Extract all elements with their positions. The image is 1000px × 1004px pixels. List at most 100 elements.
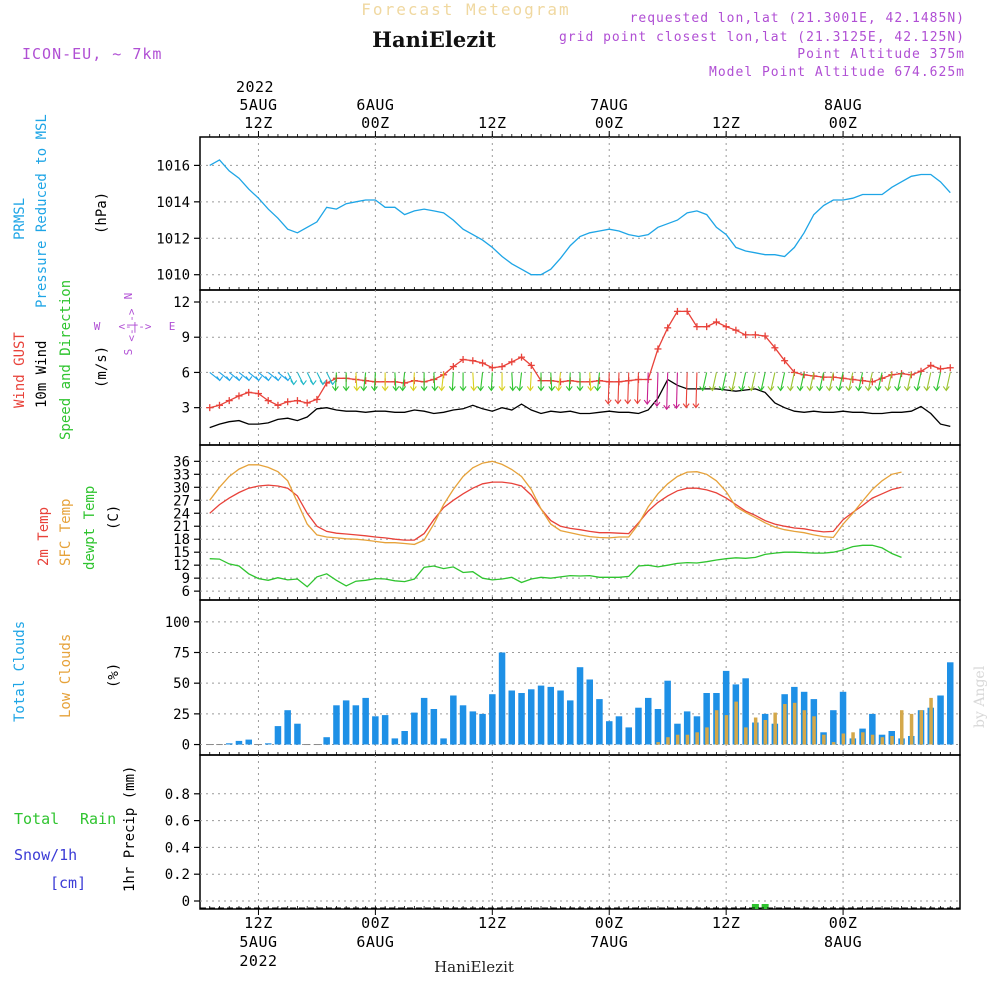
gust-marker	[595, 377, 603, 385]
compass-s: S	[122, 349, 135, 356]
total-cloud-bar	[830, 710, 837, 745]
total-cloud-bar	[245, 739, 252, 745]
total-cloud-bar	[703, 693, 710, 745]
y-tick-label: 100	[165, 615, 190, 631]
wind-direction-arrowhead	[708, 386, 716, 392]
gust-marker	[927, 361, 935, 369]
wind-direction-arrow	[926, 372, 932, 391]
wind-direction-arrowhead	[226, 376, 233, 382]
wind-direction-arrowhead	[682, 403, 690, 409]
wind-direction-arrowhead	[255, 376, 263, 382]
total-cloud-bar	[664, 680, 671, 745]
bottom-date-label: 6AUG	[356, 933, 394, 951]
panel-1: 3 6 9 12	[173, 289, 961, 446]
total-cloud-bar	[401, 731, 408, 745]
wind-direction-arrow	[412, 372, 415, 391]
low-cloud-bar	[890, 736, 894, 745]
location-title: HaniElezit	[372, 27, 496, 52]
gust-marker	[849, 375, 857, 383]
low-cloud-bar	[773, 712, 777, 745]
wind-direction-arrow	[480, 372, 484, 391]
model-altitude: Model Point Altitude 674.625m	[709, 65, 965, 80]
wind-direction-arrowhead	[498, 386, 506, 392]
low-cloud-bar	[802, 710, 807, 745]
y-tick-label: 21	[173, 519, 190, 535]
gust-marker	[488, 364, 496, 372]
bottom-hour-label: 12Z	[478, 914, 507, 932]
wind-direction-arrowhead	[825, 386, 833, 392]
wind-direction-arrow	[741, 372, 747, 391]
total-cloud-bar	[294, 723, 301, 745]
wind-direction-arrowhead	[864, 386, 872, 392]
total-cloud-bar	[937, 695, 944, 745]
wind-gust-label: Wind GUST	[12, 332, 28, 408]
wind-direction-arrow	[887, 372, 893, 391]
low-cloud-bar	[783, 704, 787, 745]
wind-direction-arrowhead	[634, 399, 641, 405]
wind-direction-arrowhead	[624, 399, 632, 405]
low-cloud-bar	[714, 710, 719, 745]
y-tick-label: 27	[173, 493, 190, 509]
wind-direction-arrow	[711, 372, 717, 391]
wind-direction-arrow	[828, 372, 834, 391]
gust-marker	[449, 363, 457, 371]
total-cloud-bar	[537, 685, 545, 745]
total-clouds-label: Total Clouds	[12, 621, 28, 722]
wind-direction-arrowhead	[699, 386, 707, 392]
low-cloud-bar	[734, 701, 738, 745]
y-tick-label: 25	[173, 707, 190, 723]
y-tick-label: 36	[173, 454, 190, 470]
gust-marker	[362, 377, 370, 385]
total-cloud-bar	[226, 743, 233, 745]
bottom-year-label: 2022	[239, 952, 277, 970]
y-tick-label: 1010	[156, 268, 190, 284]
wind-direction-arrowhead	[360, 386, 368, 392]
wind-direction-arrow	[472, 372, 475, 391]
wind-direction-arrow	[799, 372, 805, 391]
gust-marker	[878, 374, 886, 382]
wind-direction-arrowhead	[576, 386, 584, 392]
low-cloud-bar	[656, 742, 660, 745]
compass-arrows-v: <-|->	[125, 308, 138, 341]
total-cloud-bar	[518, 693, 525, 745]
watermark: by Angel	[972, 665, 988, 728]
wind-direction-arrow	[550, 372, 553, 391]
panel-3: 0 25 50 75 100	[165, 599, 961, 756]
low-cloud-bar	[929, 697, 933, 745]
total-cloud-bar	[547, 686, 554, 745]
wind-direction-arrowhead	[265, 376, 272, 382]
wind-direction-arrow	[441, 372, 445, 391]
gust-marker	[313, 395, 321, 403]
precip-rain-label: Rain	[80, 810, 116, 828]
low-cloud-bar	[724, 715, 729, 745]
total-cloud-bar	[352, 705, 360, 745]
gust-marker	[245, 388, 253, 396]
wind-direction-arrow	[858, 372, 864, 391]
y-tick-label: 0.8	[165, 787, 190, 803]
wind-direction-arrow	[838, 372, 844, 391]
wind-direction-arrowhead	[370, 386, 378, 392]
gust-marker	[946, 364, 954, 372]
clouds-unit: (%)	[106, 663, 122, 688]
y-tick-label: 12	[173, 295, 190, 311]
panel-frame	[199, 289, 961, 446]
y-tick-label: 0.6	[165, 814, 190, 830]
precip-total-label: Total	[14, 810, 59, 828]
gust-marker	[693, 323, 701, 331]
wind-direction-arrow	[557, 372, 562, 391]
wind-direction-arrow	[627, 372, 630, 404]
temp-unit: (C)	[106, 505, 122, 530]
bottom-date-label: 7AUG	[590, 933, 628, 951]
wind-direction-arrow	[789, 372, 795, 391]
point-altitude: Point Altitude 375m	[797, 47, 965, 62]
compass-arrows-h: <-|->	[118, 320, 151, 333]
requested-coords: requested lon,lat (21.3001E, 42.1485N)	[630, 11, 965, 26]
total-cloud-bar	[615, 716, 623, 745]
top-hour-label: 12Z	[712, 114, 741, 132]
wind-direction-arrow	[897, 372, 903, 391]
wind-direction-arrowhead	[894, 386, 901, 392]
gust-marker	[712, 318, 720, 326]
wind-direction-arrowhead	[438, 386, 446, 392]
pressure-msl-label: Pressure Reduced to MSL	[34, 114, 50, 308]
bottom-hour-label: 12Z	[712, 914, 741, 932]
